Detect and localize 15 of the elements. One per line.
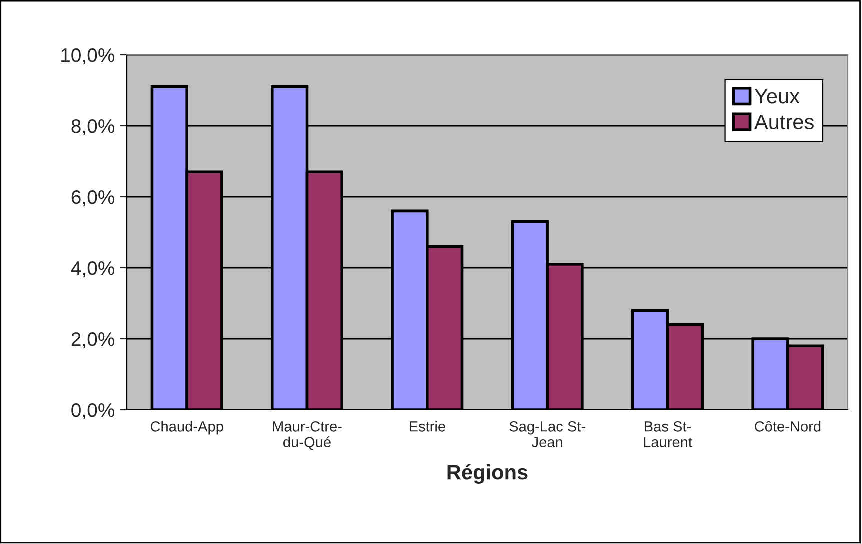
x-tick-label: Bas St- Laurent — [644, 421, 692, 448]
x-tick-label: Chaud-App — [150, 421, 224, 435]
x-tick-label: Maur-Ctre- du-Qué — [273, 421, 342, 450]
y-tick-label: 8,0% — [72, 119, 115, 136]
y-tick-label: 2,0% — [72, 332, 115, 349]
x-tick-label: Estrie — [410, 421, 446, 432]
y-tick-label: 10,0% — [62, 48, 115, 65]
y-tick-label: 0,0% — [72, 403, 115, 420]
y-tick-label: 6,0% — [72, 190, 115, 207]
y-tick-label: 4,0% — [71, 261, 115, 278]
x-tick-label: Côte-Nord — [755, 421, 821, 432]
legend-label: Yeux — [754, 89, 800, 104]
legend-label: Autres — [754, 114, 814, 130]
x-tick-label: Sag-Lac St- Jean — [510, 421, 586, 448]
x-axis-title: Régions — [448, 464, 528, 484]
